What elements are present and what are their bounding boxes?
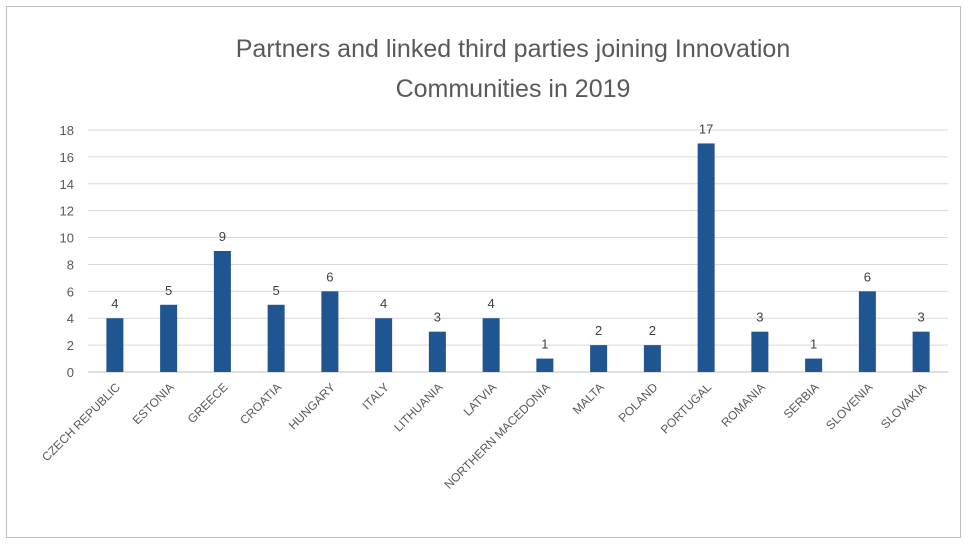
y-tick-label: 6 [67, 284, 74, 299]
chart-title: Partners and linked third parties joinin… [236, 35, 791, 103]
y-tick-label: 18 [60, 123, 74, 138]
data-label: 5 [165, 283, 172, 298]
bar [428, 331, 446, 372]
category-label: PORTUGAL [658, 380, 715, 437]
x-axis-categories: CZECH REPUBLIC ESTONIA GREECE CROATIA HUNGAR… [39, 380, 929, 492]
y-tick-label: 10 [60, 231, 74, 246]
chart-title-line-1: Partners and linked third parties joinin… [236, 35, 791, 63]
y-tick-label: 16 [60, 150, 74, 165]
category-label: LATVIA [461, 380, 500, 419]
bar [858, 291, 876, 372]
data-label: 2 [649, 323, 656, 338]
category-label: MALTA [570, 380, 607, 417]
y-tick-label: 2 [67, 338, 74, 353]
data-label: 1 [541, 337, 548, 352]
bar [751, 331, 769, 372]
category-label: NORTHERN MACEDONIA [441, 380, 553, 492]
bar [536, 358, 554, 372]
category-label: SERBIA [781, 380, 822, 421]
bar [321, 291, 339, 372]
y-tick-label: 14 [60, 177, 74, 192]
category-label: HUNGARY [286, 380, 338, 432]
category-label: ESTONIA [130, 380, 177, 427]
category-label: SLOVAKIA [878, 380, 929, 431]
data-label: 3 [756, 310, 763, 325]
bar [482, 318, 500, 372]
data-label: 3 [434, 310, 441, 325]
data-label: 6 [864, 269, 871, 284]
data-label: 17 [699, 121, 713, 136]
category-label: SLOVENIA [823, 380, 875, 432]
data-label: 3 [918, 310, 925, 325]
data-label: 2 [595, 323, 602, 338]
category-label: POLAND [616, 380, 661, 425]
data-label: 6 [326, 269, 333, 284]
category-label: ROMANIA [718, 380, 768, 430]
data-label: 1 [810, 337, 817, 352]
data-label: 4 [488, 296, 495, 311]
bar [160, 304, 178, 372]
y-tick-label: 8 [67, 257, 74, 272]
bar [375, 318, 393, 372]
data-label: 9 [219, 229, 226, 244]
category-label: GREECE [185, 380, 231, 426]
y-tick-label: 12 [60, 204, 74, 219]
bar [697, 143, 715, 372]
bar [805, 358, 823, 372]
bar [267, 304, 285, 372]
y-axis-ticks: 0 2 4 6 8 10 12 14 16 18 [60, 123, 74, 380]
chart-frame [6, 6, 961, 538]
category-label: ITALY [360, 380, 392, 412]
bar [213, 251, 231, 372]
chart-title-line-2: Communities in 2019 [396, 75, 631, 103]
bars [106, 143, 930, 372]
data-label: 4 [380, 296, 387, 311]
data-label: 4 [111, 296, 118, 311]
bar [912, 331, 930, 372]
data-label: 5 [273, 283, 280, 298]
category-label: CROATIA [237, 380, 284, 427]
gridlines [88, 129, 948, 373]
bar [106, 318, 124, 372]
bar [590, 345, 608, 372]
data-labels: 4 5 9 5 6 4 3 4 1 2 2 17 3 1 6 3 [111, 121, 924, 351]
category-label: CZECH REPUBLIC [39, 380, 123, 464]
y-tick-label: 0 [67, 365, 74, 380]
category-label: LITHUANIA [391, 380, 445, 434]
bar [643, 345, 661, 372]
y-tick-label: 4 [67, 311, 74, 326]
